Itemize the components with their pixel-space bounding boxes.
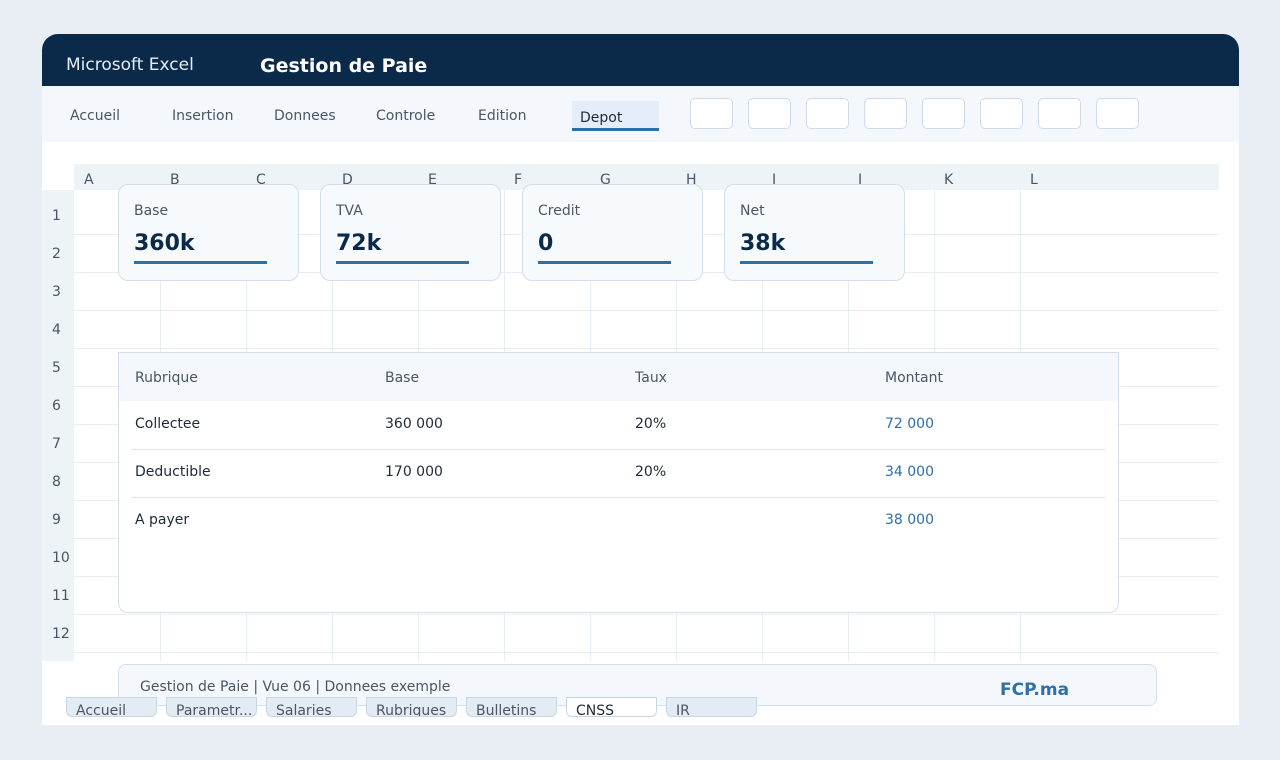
ribbon-tool-button[interactable]: [1038, 98, 1081, 129]
kpi-label: Credit: [538, 203, 581, 219]
kpi-label: TVA: [336, 203, 363, 219]
brand-logo: FCP.ma: [1000, 680, 1070, 700]
column-header[interactable]: B: [170, 172, 180, 188]
ribbon-tool-button[interactable]: [980, 98, 1023, 129]
grid-line: [74, 310, 1219, 311]
cell-rubrique: Collectee: [135, 416, 201, 432]
kpi-value: 38k: [740, 231, 786, 256]
tab-controle[interactable]: Controle: [376, 108, 436, 124]
row-header[interactable]: 2: [52, 246, 61, 262]
cell-montant: 34 000: [885, 464, 934, 480]
kpi-card-credit: Credit 0: [522, 184, 703, 281]
tva-table: Rubrique Base Taux Montant Collectee 360…: [118, 352, 1119, 613]
sheet-tab-parametres[interactable]: Parametr...: [166, 697, 257, 717]
cell-base: 170 000: [385, 464, 443, 480]
kpi-underline: [336, 261, 469, 264]
footer-text: Gestion de Paie | Vue 06 | Donnees exemp…: [140, 679, 451, 695]
row-header[interactable]: 12: [52, 626, 70, 642]
cell-base: 360 000: [385, 416, 443, 432]
row-header-strip: 1 2 3 4 5 6 7 8 9 10 11 12: [42, 190, 74, 661]
kpi-underline: [740, 261, 873, 264]
tab-edition[interactable]: Edition: [478, 108, 527, 124]
row-header[interactable]: 9: [52, 512, 61, 528]
row-header[interactable]: 7: [52, 436, 61, 452]
row-header[interactable]: 3: [52, 284, 61, 300]
sheet-tab-salaries[interactable]: Salaries: [266, 697, 357, 717]
app-name: Microsoft Excel: [66, 55, 194, 75]
column-header[interactable]: E: [428, 172, 437, 188]
row-header[interactable]: 4: [52, 322, 61, 338]
cell-rubrique: A payer: [135, 512, 190, 528]
kpi-value: 0: [538, 231, 554, 256]
sheet-tab-cnss[interactable]: CNSS: [566, 697, 657, 717]
tab-accueil[interactable]: Accueil: [70, 108, 120, 124]
kpi-underline: [538, 261, 671, 264]
row-header[interactable]: 10: [52, 550, 70, 566]
ribbon-tool-button[interactable]: [922, 98, 965, 129]
ribbon-tool-button[interactable]: [806, 98, 849, 129]
column-header[interactable]: F: [514, 172, 523, 188]
grid-line: [74, 348, 1219, 349]
table-header-base: Base: [385, 370, 420, 386]
kpi-card-base: Base 360k: [118, 184, 299, 281]
column-header[interactable]: G: [600, 172, 611, 188]
tab-donnees[interactable]: Donnees: [274, 108, 336, 124]
sheet-tab-bulletins[interactable]: Bulletins: [466, 697, 557, 717]
table-header-montant: Montant: [885, 370, 943, 386]
sheet-tab-accueil[interactable]: Accueil: [66, 697, 157, 717]
cell-taux: 20%: [635, 464, 667, 480]
sheet-tab-rubriques[interactable]: Rubriques: [366, 697, 457, 717]
kpi-value: 72k: [336, 231, 382, 256]
row-header[interactable]: 1: [52, 208, 61, 224]
title-bar: Microsoft Excel Gestion de Paie: [42, 34, 1239, 86]
row-header[interactable]: 6: [52, 398, 61, 414]
tab-insertion[interactable]: Insertion: [172, 108, 234, 124]
column-header[interactable]: J: [858, 172, 863, 188]
table-row[interactable]: A payer 38 000: [131, 497, 1106, 545]
column-header[interactable]: A: [84, 172, 94, 188]
table-row[interactable]: Collectee 360 000 20% 72 000: [131, 401, 1106, 450]
grid-line: [74, 614, 1219, 615]
ribbon-tool-button[interactable]: [748, 98, 791, 129]
tab-depot[interactable]: Depot: [572, 101, 659, 131]
ribbon-tool-button[interactable]: [690, 98, 733, 129]
kpi-label: Base: [134, 203, 169, 219]
row-header[interactable]: 8: [52, 474, 61, 490]
cell-taux: 20%: [635, 416, 667, 432]
ribbon: Accueil Insertion Donnees Controle Editi…: [42, 86, 1239, 142]
ribbon-tool-button[interactable]: [1096, 98, 1139, 129]
kpi-card-net: Net 38k: [724, 184, 905, 281]
row-header[interactable]: 5: [52, 360, 61, 376]
column-header[interactable]: L: [1030, 172, 1038, 188]
cell-montant: 38 000: [885, 512, 934, 528]
column-header[interactable]: D: [342, 172, 353, 188]
column-header[interactable]: H: [686, 172, 697, 188]
row-header[interactable]: 11: [52, 588, 70, 604]
table-header: Rubrique Base Taux Montant: [119, 353, 1118, 401]
sheet-tab-ir[interactable]: IR: [666, 697, 757, 717]
ribbon-tool-button[interactable]: [864, 98, 907, 129]
column-header[interactable]: I: [772, 172, 777, 188]
cell-montant: 72 000: [885, 416, 934, 432]
kpi-value: 360k: [134, 231, 195, 256]
table-header-rubrique: Rubrique: [135, 370, 198, 386]
kpi-underline: [134, 261, 267, 264]
column-header[interactable]: K: [944, 172, 954, 188]
column-header[interactable]: C: [256, 172, 266, 188]
table-row[interactable]: Deductible 170 000 20% 34 000: [131, 449, 1106, 498]
table-header-taux: Taux: [635, 370, 667, 386]
kpi-label: Net: [740, 203, 765, 219]
kpi-card-tva: TVA 72k: [320, 184, 501, 281]
cell-rubrique: Deductible: [135, 464, 211, 480]
grid-line: [74, 652, 1219, 653]
document-title: Gestion de Paie: [260, 55, 428, 77]
